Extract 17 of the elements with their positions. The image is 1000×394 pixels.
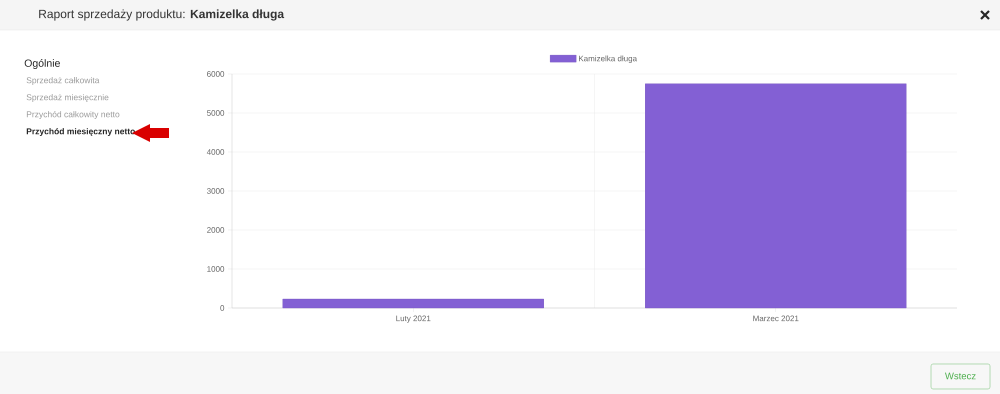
chart-title: Raport sprzedaży produktu: Kamizelka długa (39, 9, 284, 21)
text: Przychód miesięczny netto (26, 128, 135, 136)
y-tick-label: 3000 (206, 188, 224, 194)
x-tick-label: Luty 2021 (396, 316, 430, 323)
text: Sprzedaż miesięcznie (26, 94, 108, 102)
y-tick-label: 2000 (207, 227, 224, 233)
text: Ogólnie (24, 59, 60, 69)
y-tick-label: 5000 (206, 110, 224, 116)
y-tick-label: 0 (220, 305, 224, 311)
legend-label: Kamizelka długa (579, 55, 638, 63)
text: Przychód całkowity netto (26, 110, 120, 119)
text: Wstecz (944, 372, 976, 380)
y-tick-label: 6000 (207, 71, 224, 77)
text: Sprzedaż całkowita (26, 77, 100, 85)
x-tick-label: Marzec 2021 (753, 316, 798, 322)
y-tick-label: 4000 (206, 149, 224, 155)
y-tick-label: 1000 (207, 266, 224, 272)
